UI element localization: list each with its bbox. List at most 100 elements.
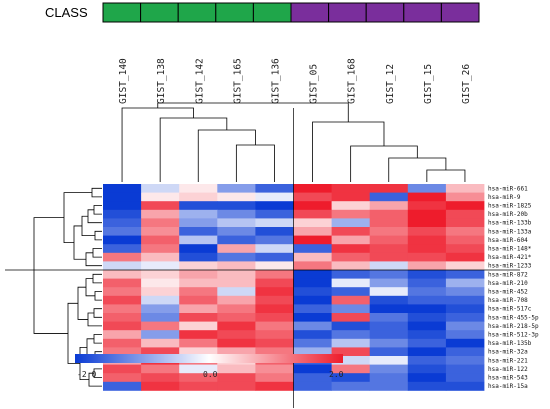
heatmap-cell bbox=[179, 184, 218, 193]
class-label: CLASS bbox=[45, 5, 88, 20]
heatmap-cell bbox=[103, 321, 142, 331]
class-bar-cell bbox=[290, 2, 330, 23]
row-label: hsa-miR-604 bbox=[488, 237, 528, 244]
heatmap-cell bbox=[369, 244, 409, 254]
heatmap-cell bbox=[141, 373, 180, 383]
heatmap-cell bbox=[407, 218, 447, 228]
heatmap-cell bbox=[293, 313, 332, 322]
heatmap-cell bbox=[445, 192, 485, 202]
heatmap-cell bbox=[331, 278, 371, 288]
heatmap-cell bbox=[445, 304, 485, 314]
dendrogram-link bbox=[426, 169, 466, 182]
sample-labels: GIST_140 GIST_138 GIST_142 GIST_165 GIST_136… bbox=[118, 58, 472, 104]
dendrogram-link bbox=[93, 334, 102, 344]
heatmap-cell bbox=[369, 373, 409, 383]
heatmap-cell bbox=[369, 209, 409, 219]
dendrogram-link bbox=[77, 286, 88, 320]
row-label: hsa-miR-661 bbox=[488, 185, 528, 192]
heatmap-cell bbox=[331, 218, 371, 228]
heatmap-cell bbox=[407, 287, 447, 297]
dendrogram-link bbox=[85, 252, 102, 267]
heatmap-cell bbox=[103, 235, 142, 245]
row-label: hsa-miR-15a bbox=[488, 383, 528, 390]
heatmap-cell bbox=[103, 364, 142, 374]
heatmap-cell bbox=[217, 218, 256, 228]
sample-label: GIST_26 bbox=[461, 64, 472, 104]
heatmap-cell bbox=[445, 184, 485, 193]
sample-label: GIST_05 bbox=[309, 64, 320, 104]
heatmap-cell bbox=[179, 313, 218, 322]
heatmap-cell bbox=[103, 244, 142, 254]
heatmap-cell bbox=[445, 252, 485, 262]
heatmap-cell bbox=[369, 218, 409, 228]
row-label: hsa-miR-133a bbox=[488, 228, 532, 235]
heatmap-cell bbox=[369, 270, 409, 279]
heatmap-cell bbox=[369, 304, 409, 314]
heatmap-cell bbox=[179, 227, 218, 236]
heatmap-cell bbox=[293, 244, 332, 254]
row-dendrogram bbox=[33, 187, 102, 387]
heatmap-cell bbox=[103, 252, 142, 262]
heatmap-cell bbox=[217, 278, 256, 288]
dendrogram-link bbox=[350, 145, 418, 182]
heatmap-cell bbox=[141, 347, 180, 357]
heatmap-cell bbox=[331, 304, 371, 314]
heatmap-cell bbox=[141, 295, 180, 305]
heatmap-cell bbox=[331, 201, 371, 211]
heatmap-cell bbox=[445, 313, 485, 322]
heatmap-cell bbox=[217, 373, 256, 383]
dendrogram-link bbox=[92, 248, 102, 258]
heatmap-cell bbox=[293, 235, 332, 245]
heatmap-cell bbox=[331, 338, 371, 348]
heatmap-cell bbox=[217, 201, 256, 211]
heatmap-cell bbox=[255, 252, 294, 262]
heatmap-cell bbox=[293, 184, 332, 193]
dendrogram-link bbox=[94, 291, 102, 301]
heatmap-cell bbox=[179, 373, 218, 383]
heatmap-cell bbox=[217, 338, 256, 348]
heatmap-cell bbox=[445, 381, 485, 391]
heatmap-cell bbox=[217, 321, 256, 331]
sample-label: GIST_12 bbox=[385, 64, 396, 104]
dendrogram-link bbox=[93, 205, 102, 215]
heatmap-cell bbox=[179, 304, 218, 314]
heatmap-cell bbox=[255, 330, 294, 340]
heatmap-cell bbox=[141, 244, 180, 254]
heatmap-cell bbox=[331, 192, 371, 202]
heatmap-cell bbox=[217, 313, 256, 322]
heatmap-cell bbox=[103, 192, 142, 202]
heatmap-cell bbox=[293, 287, 332, 297]
heatmap-cell bbox=[179, 201, 218, 211]
heatmap-cell bbox=[103, 209, 142, 219]
heatmap-cell bbox=[407, 381, 447, 391]
row-label: hsa-miR-122 bbox=[488, 366, 528, 373]
heatmap-cell bbox=[217, 364, 256, 374]
heatmap-cell bbox=[331, 313, 371, 322]
heatmap-cell bbox=[217, 261, 256, 271]
heatmap-cell bbox=[369, 278, 409, 288]
dendrogram-link bbox=[85, 278, 95, 297]
heatmap-cell bbox=[179, 278, 218, 288]
heatmap-cell bbox=[141, 209, 180, 219]
heatmap-cell bbox=[179, 381, 218, 391]
heatmap-cell bbox=[407, 338, 447, 348]
heatmap-cell bbox=[179, 347, 218, 357]
heatmap-cell bbox=[141, 321, 180, 331]
heatmap-cell bbox=[369, 356, 409, 365]
heatmap-cell bbox=[331, 364, 371, 374]
row-label: hsa-miR-872 bbox=[488, 271, 528, 278]
dendrogram-link bbox=[81, 215, 95, 236]
row-label: hsa-miR-20b bbox=[488, 211, 528, 218]
heatmap-cell bbox=[407, 192, 447, 202]
class-bar-cell bbox=[177, 2, 217, 23]
class-bar-cell bbox=[365, 2, 405, 23]
heatmap-cells bbox=[103, 184, 485, 391]
heatmap-cell bbox=[141, 313, 180, 322]
heatmap-cell bbox=[445, 227, 485, 236]
heatmap-cell bbox=[445, 364, 485, 374]
heatmap-cell bbox=[141, 261, 180, 271]
heatmap-cell bbox=[103, 287, 142, 297]
heatmap-cell bbox=[217, 381, 256, 391]
row-label: hsa-miR-512-3p bbox=[488, 332, 539, 339]
heatmap-cell bbox=[407, 313, 447, 322]
